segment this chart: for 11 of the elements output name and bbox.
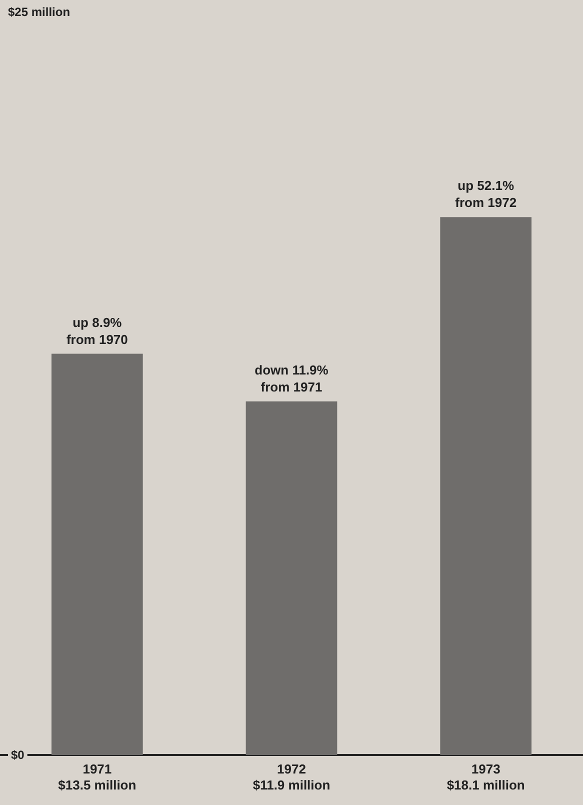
- annotation: up 52.1% from 1972: [455, 178, 517, 210]
- bar: [246, 401, 338, 755]
- bar: [440, 217, 532, 755]
- x-tick-label: 1972 $11.9 million: [252, 762, 330, 792]
- x-tick-label: 1973 $18.1 million: [446, 762, 525, 792]
- y-tick-label: $25 million: [8, 5, 70, 19]
- annotation: up 8.9% from 1970: [66, 314, 128, 347]
- bar: [52, 354, 143, 755]
- annotation: down 11.9% from 1971: [254, 362, 329, 394]
- y-tick-label: $0: [11, 748, 25, 762]
- x-tick-label: 1971 $13.5 million: [58, 762, 136, 792]
